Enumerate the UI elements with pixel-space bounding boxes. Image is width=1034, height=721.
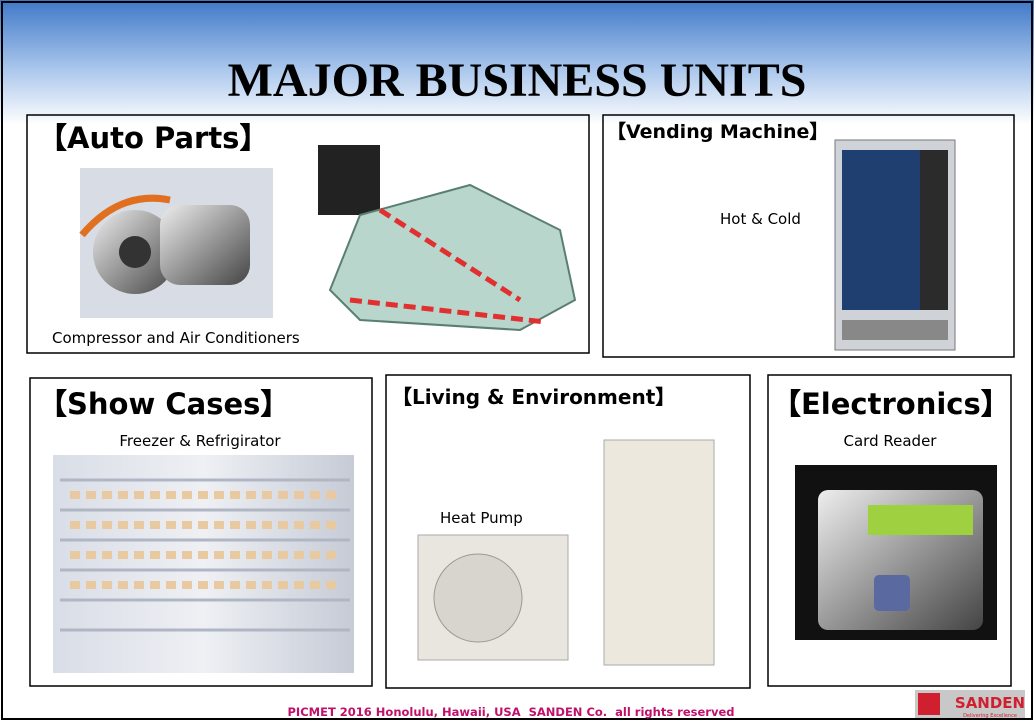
heat-pump-image (418, 440, 714, 665)
unit-heading: 【Vending Machine】 (607, 120, 828, 143)
slide: MAJOR BUSINESS UNITS 【Auto Parts】 Compre… (0, 0, 1034, 721)
unit-heading: 【Living & Environment】 (392, 385, 675, 409)
logo-tagline: Delivering Excellence (963, 713, 1017, 719)
unit-caption: Heat Pump (440, 509, 523, 527)
unit-heading: 【Show Cases】 (38, 387, 289, 421)
compressor-image (80, 168, 273, 318)
unit-caption: Card Reader (844, 432, 938, 450)
unit-heading: 【Electronics】 (772, 387, 1010, 421)
card-reader-image (795, 465, 997, 640)
unit-heading: 【Auto Parts】 (38, 121, 268, 155)
logo: SANDEN Delivering Excellence (915, 690, 1025, 719)
car-image (318, 145, 575, 330)
showcase-image (53, 455, 354, 673)
page: MAJOR BUSINESS UNITS 【Auto Parts】 Compre… (0, 0, 1034, 721)
unit-caption: Freezer & Refrigirator (119, 432, 281, 450)
vending-machine-image (835, 140, 955, 350)
footer: PICMET 2016 Honolulu, Hawaii, USA SANDEN… (288, 705, 735, 719)
unit-caption: Hot & Cold (720, 210, 801, 228)
logo-name: SANDEN (955, 694, 1025, 712)
unit-caption: Compressor and Air Conditioners (52, 329, 300, 347)
slide-title: MAJOR BUSINESS UNITS (228, 54, 807, 107)
